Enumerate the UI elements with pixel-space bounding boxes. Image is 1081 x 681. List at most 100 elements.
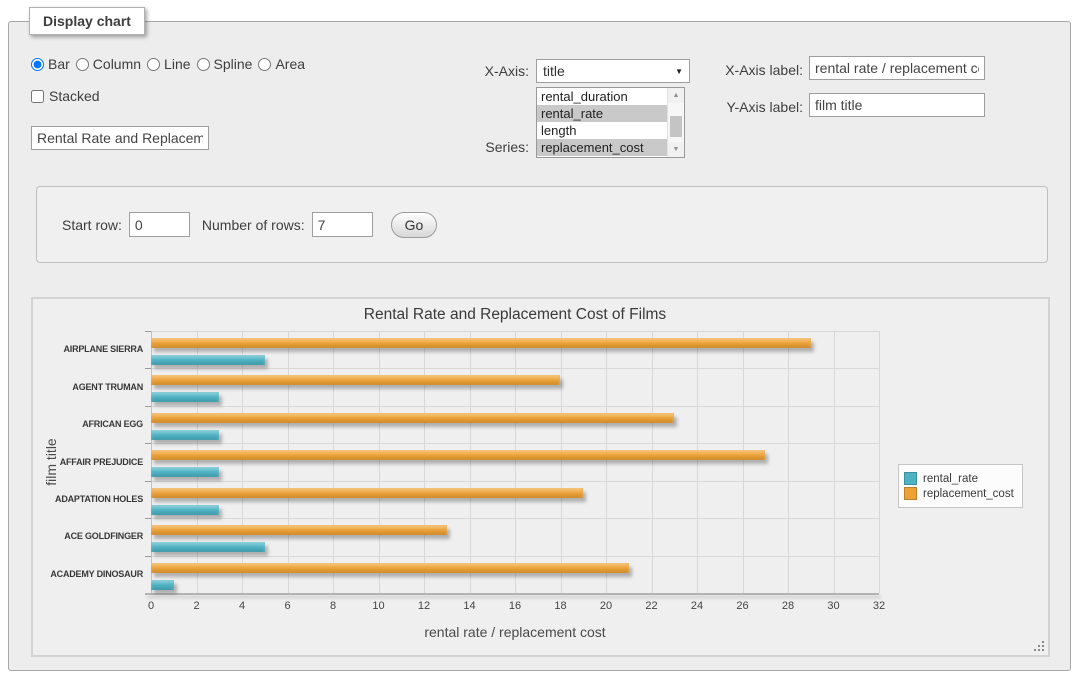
chart-type-option-bar[interactable]: Bar [31,56,70,72]
series-listbox[interactable]: rental_durationrental_ratelengthreplacem… [536,87,685,158]
gridline-vertical [743,331,744,593]
display-chart-panel: Display chart BarColumnLineSplineArea St… [8,21,1071,671]
category-label: AFFAIR PREJUDICE [33,457,143,467]
gridline-horizontal [151,368,879,369]
x-tick-label: 24 [682,600,712,612]
bar-rental_rate-6 [151,580,174,590]
series-option-length[interactable]: length [537,122,667,139]
gridline-horizontal [151,481,879,482]
gridline-vertical [606,331,607,593]
gridline-horizontal [151,556,879,557]
chart-type-radio-label: Column [93,56,141,72]
gridline-vertical [697,331,698,593]
series-options: rental_durationrental_ratelengthreplacem… [537,88,667,157]
yaxis-label-input[interactable] [809,93,985,117]
start-row-input[interactable] [129,212,190,237]
legend-label: replacement_cost [923,488,1014,500]
x-tick-label: 16 [500,600,530,612]
x-tick-label: 14 [455,600,485,612]
stacked-checkbox-row[interactable]: Stacked [31,88,100,104]
scrollbar-thumb[interactable] [670,116,682,137]
number-of-rows-label: Number of rows: [202,217,305,233]
bar-replacement_cost-4 [151,488,583,498]
legend-entry-replacement_cost: replacement_cost [904,487,1014,500]
series-option-rental_rate[interactable]: rental_rate [537,105,667,122]
gridline-vertical [242,331,243,593]
chart-type-option-line[interactable]: Line [147,56,190,72]
x-tick-label: 2 [182,600,212,612]
xaxis-label-field-label: X-Axis label: [681,62,803,78]
gridline-horizontal [151,406,879,407]
chart-title: Rental Rate and Replacement Cost of Film… [151,306,879,324]
bar-rental_rate-0 [151,355,265,365]
stacked-label: Stacked [49,88,100,104]
legend-swatch-icon [904,472,917,485]
bar-replacement_cost-2 [151,413,674,423]
gridline-vertical [788,331,789,593]
chart-title-input[interactable] [31,126,209,150]
chart-type-radio-label: Bar [48,56,70,72]
chart-type-option-area[interactable]: Area [258,56,305,72]
chart-type-option-column[interactable]: Column [76,56,141,72]
bar-replacement_cost-5 [151,525,447,535]
gridline-vertical [652,331,653,593]
x-tick-label: 10 [364,600,394,612]
x-tick-label: 12 [409,600,439,612]
bar-replacement_cost-3 [151,450,765,460]
gridline-horizontal [151,443,879,444]
number-of-rows-input[interactable] [312,212,373,237]
xaxis-select[interactable]: title ▼ [536,59,690,83]
gridline-vertical [561,331,562,593]
yaxis-label-field-label: Y-Axis label: [681,99,803,115]
chart-type-radio-line[interactable] [147,58,160,71]
chart-type-radio-column[interactable] [76,58,89,71]
gridline-horizontal [151,518,879,519]
scroll-down-icon[interactable]: ▼ [668,142,684,157]
gridline-vertical [470,331,471,593]
xaxis-label-input[interactable] [809,56,985,80]
gridline-vertical [515,331,516,593]
chart-type-radio-spline[interactable] [197,58,210,71]
legend-entry-rental_rate: rental_rate [904,472,1014,485]
category-label: AGENT TRUMAN [33,382,143,392]
xaxis-select-value: title [543,63,565,79]
gridline-horizontal [151,331,879,332]
chart-type-radio-bar[interactable] [31,58,44,71]
gridline-vertical [197,331,198,593]
stacked-checkbox[interactable] [31,90,44,103]
start-row-label: Start row: [62,217,122,233]
x-tick-label: 32 [864,600,894,612]
bar-replacement_cost-6 [151,563,629,573]
bar-rental_rate-5 [151,542,265,552]
x-tick-label: 30 [819,600,849,612]
category-label: ACE GOLDFINGER [33,531,143,541]
bar-replacement_cost-1 [151,375,560,385]
gridline-vertical [834,331,835,593]
page: Display chart BarColumnLineSplineArea St… [0,0,1081,681]
chart-type-radio-area[interactable] [258,58,271,71]
chart-type-option-spline[interactable]: Spline [197,56,253,72]
x-tick-label: 0 [136,600,166,612]
series-option-rental_duration[interactable]: rental_duration [537,88,667,105]
x-tick-label: 26 [728,600,758,612]
x-tick-label: 22 [637,600,667,612]
x-tick-label: 8 [318,600,348,612]
chart-type-radio-group: Bar Column Line Spline Area [31,56,305,72]
chart-xaxis-title: rental rate / replacement cost [151,624,879,640]
x-tick-label: 28 [773,600,803,612]
xaxis-select-label: X-Axis: [431,63,529,79]
rows-panel: Start row: Number of rows: Go [36,186,1048,263]
x-tick-label: 20 [591,600,621,612]
gridline-vertical [288,331,289,593]
legend-swatch-icon [904,487,917,500]
resize-grip-icon[interactable] [1033,640,1045,652]
x-tick-label: 4 [227,600,257,612]
series-option-replacement_cost[interactable]: replacement_cost [537,139,667,156]
x-axis-line [145,593,879,595]
gridline-vertical [379,331,380,593]
bar-rental_rate-1 [151,392,219,402]
bar-rental_rate-3 [151,467,219,477]
chart-legend: rental_rate replacement_cost [898,464,1023,508]
go-button[interactable]: Go [391,212,438,238]
y-axis-line [151,331,152,593]
